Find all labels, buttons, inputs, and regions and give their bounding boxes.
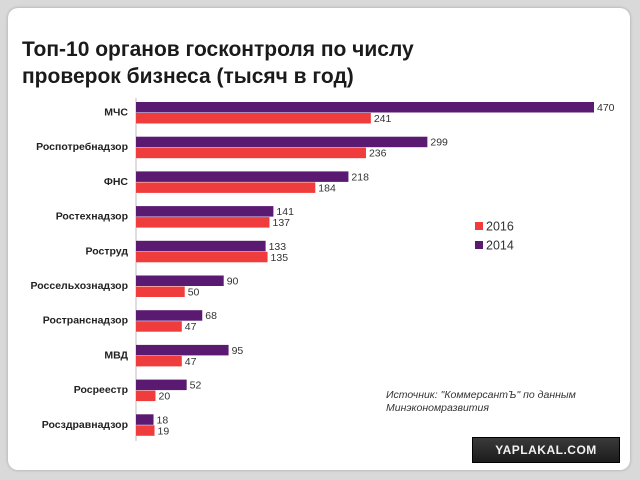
bar-2016 [136, 182, 316, 193]
data-label-2014: 52 [190, 380, 202, 392]
data-label-2016: 47 [185, 321, 197, 333]
data-label-2014: 218 [351, 171, 369, 183]
data-label-2016: 50 [188, 287, 200, 299]
category-label: Ространснадзор [43, 315, 128, 327]
legend-swatch [475, 222, 483, 230]
bar-2016 [136, 217, 270, 228]
bar-2016 [136, 286, 185, 297]
data-label-2016: 241 [374, 113, 392, 125]
category-label: Росздравнадзор [42, 419, 128, 431]
bar-2014 [136, 171, 349, 182]
bar-2014 [136, 379, 187, 391]
data-label-2014: 90 [227, 276, 239, 288]
category-label: МЧС [104, 107, 128, 119]
data-label-2014: 299 [430, 137, 448, 149]
legend-label: 2014 [486, 239, 514, 253]
bar-2016 [136, 321, 182, 332]
chart-title-line-2: проверок бизнеса (тысяч в год) [22, 65, 354, 88]
category-label: Ростехнадзор [56, 211, 128, 223]
bar-2014 [136, 240, 266, 252]
watermark: YAPLAKAL.COM [472, 437, 620, 463]
data-label-2014: 68 [205, 310, 217, 322]
category-label: Россельхознадзор [31, 280, 129, 292]
chart-title: Топ-10 органов госконтроля по числу пров… [22, 36, 582, 90]
bar-2014 [136, 275, 224, 286]
bar-2014 [136, 310, 203, 321]
bar-2016 [136, 113, 371, 124]
bar-2014 [136, 206, 274, 217]
bar-2014 [136, 136, 428, 148]
bar-2016 [136, 390, 156, 402]
data-label-2016: 184 [318, 182, 336, 194]
data-label-2014: 470 [597, 102, 615, 114]
bar-2016 [136, 425, 155, 436]
bar-2016 [136, 355, 182, 367]
source-note: Источник: "КоммерсантЪ" по данным Минэко… [386, 389, 576, 414]
data-label-2016: 135 [271, 252, 289, 264]
bar-2014 [136, 414, 154, 425]
bar-2014 [136, 102, 594, 113]
data-label-2016: 236 [369, 148, 387, 160]
slide: Топ-10 органов госконтроля по числу пров… [8, 8, 630, 470]
chart-title-line-1: Топ-10 органов госконтроля по числу [22, 38, 414, 61]
bar-2016 [136, 147, 366, 159]
legend-label: 2016 [486, 220, 514, 234]
category-label: МВД [104, 349, 128, 361]
data-label-2014: 18 [157, 414, 169, 426]
bar-2014 [136, 344, 229, 356]
data-label-2014: 141 [276, 206, 294, 218]
data-label-2016: 19 [158, 425, 170, 437]
data-label-2014: 95 [232, 345, 244, 357]
data-label-2014: 133 [269, 241, 287, 253]
legend-swatch [475, 241, 483, 249]
category-label: Роструд [85, 245, 128, 257]
bar-2016 [136, 251, 268, 263]
category-label: ФНС [104, 176, 129, 188]
category-label: Росреестр [74, 384, 128, 396]
category-label: Роспотребнадзор [36, 141, 128, 153]
data-label-2016: 47 [185, 356, 197, 368]
data-label-2016: 137 [273, 217, 291, 229]
data-label-2016: 20 [158, 391, 170, 403]
